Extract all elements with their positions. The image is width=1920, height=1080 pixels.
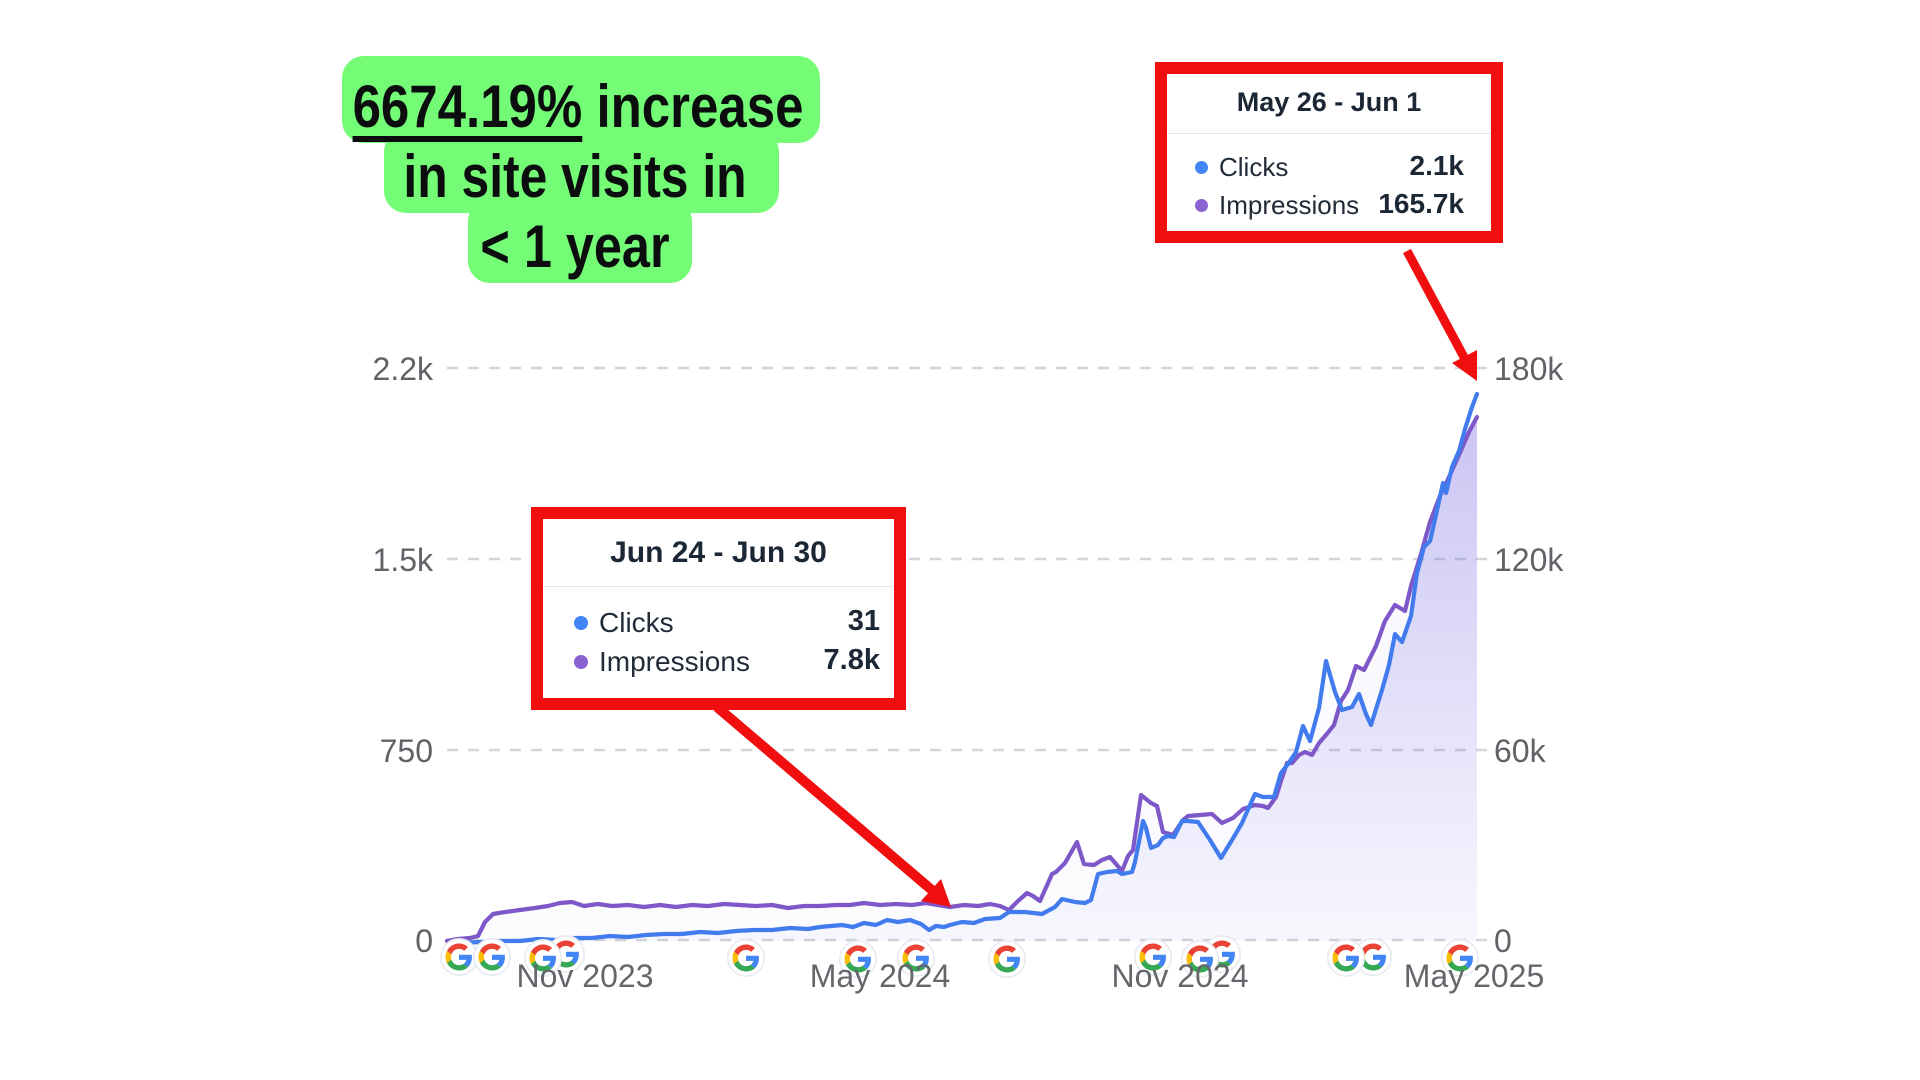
svg-text:0: 0 bbox=[415, 923, 433, 959]
svg-text:120k: 120k bbox=[1494, 542, 1564, 578]
svg-text:May 2024: May 2024 bbox=[810, 958, 951, 994]
svg-text:Nov 2023: Nov 2023 bbox=[517, 958, 654, 994]
svg-text:750: 750 bbox=[380, 733, 433, 769]
svg-text:1.5k: 1.5k bbox=[373, 542, 434, 578]
svg-text:0: 0 bbox=[1494, 923, 1512, 959]
svg-text:180k: 180k bbox=[1494, 351, 1564, 387]
svg-text:2.2k: 2.2k bbox=[373, 351, 434, 387]
svg-text:60k: 60k bbox=[1494, 733, 1547, 769]
svg-text:Nov 2024: Nov 2024 bbox=[1112, 958, 1249, 994]
svg-text:May 2025: May 2025 bbox=[1404, 958, 1545, 994]
